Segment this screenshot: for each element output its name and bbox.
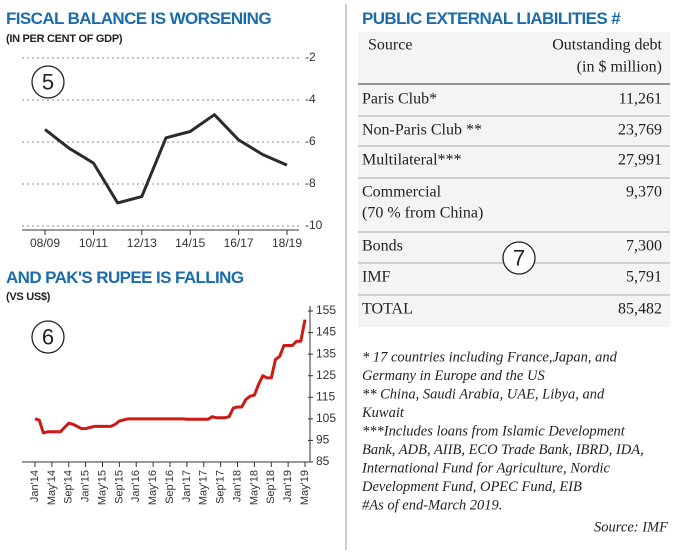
y-tick-label: -2 bbox=[305, 50, 316, 64]
x-tick-label: Sep'16 bbox=[164, 470, 176, 504]
chart-subtitle: (VS US$) bbox=[6, 291, 51, 303]
y-tick-label: 95 bbox=[316, 433, 330, 447]
table-header: (in $ million) bbox=[577, 59, 662, 76]
row-debt: 27,991 bbox=[618, 152, 662, 169]
footnote: International Fund for Agriculture, Nord… bbox=[361, 460, 611, 476]
row-source: Commercial bbox=[362, 184, 442, 201]
row-debt: 9,370 bbox=[626, 184, 662, 201]
x-tick-label: Jan'15 bbox=[80, 470, 92, 502]
row-source: Bonds bbox=[362, 238, 403, 255]
row-source: IMF bbox=[362, 269, 391, 286]
source: Source: IMF bbox=[594, 519, 668, 535]
row-debt: 11,261 bbox=[619, 91, 662, 108]
x-tick-label: Sep'18 bbox=[265, 470, 277, 504]
footnote: Germany in Europe and the US bbox=[362, 368, 545, 384]
x-tick-label: Sep'15 bbox=[113, 470, 125, 504]
chart-title: AND PAK'S RUPEE IS FALLING bbox=[6, 268, 244, 287]
row-debt: 85,482 bbox=[618, 301, 662, 318]
x-tick-label: May'18 bbox=[248, 470, 260, 505]
annotation: 6 bbox=[42, 325, 54, 350]
annotation: 5 bbox=[42, 70, 54, 95]
x-tick-label: Jan'18 bbox=[231, 470, 243, 502]
x-tick-label: Jan'19 bbox=[282, 470, 294, 502]
table-background bbox=[358, 32, 670, 327]
row-source: TOTAL bbox=[362, 301, 413, 318]
x-tick-label: May'15 bbox=[96, 470, 108, 505]
y-tick-label: -8 bbox=[305, 176, 316, 190]
y-tick-label: 115 bbox=[316, 389, 335, 403]
footnote: ***Includes loans from Islamic Developme… bbox=[362, 423, 626, 439]
annotation-circle bbox=[502, 241, 536, 275]
y-tick-label: 105 bbox=[316, 411, 336, 425]
table-header: Source bbox=[368, 37, 412, 54]
x-tick-label: 10/11 bbox=[79, 236, 108, 250]
x-tick-label: Jan'17 bbox=[181, 470, 193, 502]
x-tick-label: 14/15 bbox=[175, 236, 205, 250]
x-tick-label: 12/13 bbox=[127, 236, 157, 250]
y-tick-label: 135 bbox=[316, 346, 336, 360]
footnote: Development Fund, OPEC Fund, EIB bbox=[361, 479, 582, 495]
chart-subtitle: (IN PER CENT OF GDP) bbox=[6, 33, 123, 45]
x-tick-label: May'19 bbox=[299, 470, 311, 505]
row-debt: 5,791 bbox=[626, 269, 662, 286]
x-tick-label: May'14 bbox=[46, 470, 58, 505]
table-title: PUBLIC EXTERNAL LIABILITIES # bbox=[362, 9, 621, 28]
row-debt: 23,769 bbox=[618, 122, 662, 139]
y-tick-label: 125 bbox=[316, 368, 336, 382]
x-tick-label: Jan'14 bbox=[29, 470, 41, 502]
footnote: * 17 countries including France,Japan, a… bbox=[362, 349, 618, 365]
table-header: Outstanding debt bbox=[552, 37, 662, 54]
chart-title: FISCAL BALANCE IS WORSENING bbox=[6, 9, 271, 28]
footnote: Kuwait bbox=[361, 405, 405, 421]
x-tick-label: 18/19 bbox=[272, 236, 302, 250]
annotation: 7 bbox=[513, 246, 525, 271]
x-tick-label: Sep'17 bbox=[215, 470, 227, 504]
y-tick-label: 85 bbox=[316, 454, 330, 468]
row-source: Non-Paris Club ** bbox=[362, 122, 482, 139]
annotation-circle bbox=[31, 320, 65, 354]
footnotes: * 17 countries including France,Japan, a… bbox=[361, 349, 644, 513]
x-tick-label: Jan'16 bbox=[130, 470, 142, 502]
line-series bbox=[44, 113, 288, 205]
y-tick-label: -6 bbox=[305, 134, 316, 148]
x-tick-label: 16/17 bbox=[224, 236, 254, 250]
footnote: #As of end-March 2019. bbox=[362, 497, 502, 513]
x-tick-label: May'17 bbox=[198, 470, 210, 505]
table-body: Paris Club* 11,261 Non-Paris Club ** 23,769… bbox=[358, 91, 670, 318]
y-tick-label: 155 bbox=[316, 303, 336, 317]
annotation-circle bbox=[31, 65, 65, 99]
y-tick-label: -10 bbox=[305, 218, 323, 232]
footnote: ** China, Saudi Arabia, UAE, Libya, and bbox=[362, 386, 605, 402]
line-series bbox=[34, 319, 307, 435]
row-debt: 7,300 bbox=[626, 238, 662, 255]
x-tick-label: Sep'14 bbox=[63, 470, 75, 504]
row-note: (70 % from China) bbox=[362, 205, 483, 222]
footnote: Bank, ADB, AIIB, ECO Trade Bank, IBRD, I… bbox=[362, 442, 644, 458]
x-tick-label: May'16 bbox=[147, 470, 159, 505]
y-tick-label: -4 bbox=[305, 92, 316, 106]
x-tick-label: 08/09 bbox=[30, 236, 60, 250]
row-source: Paris Club* bbox=[362, 91, 437, 108]
row-source: Multilateral*** bbox=[362, 152, 462, 169]
y-tick-label: 145 bbox=[316, 325, 336, 339]
